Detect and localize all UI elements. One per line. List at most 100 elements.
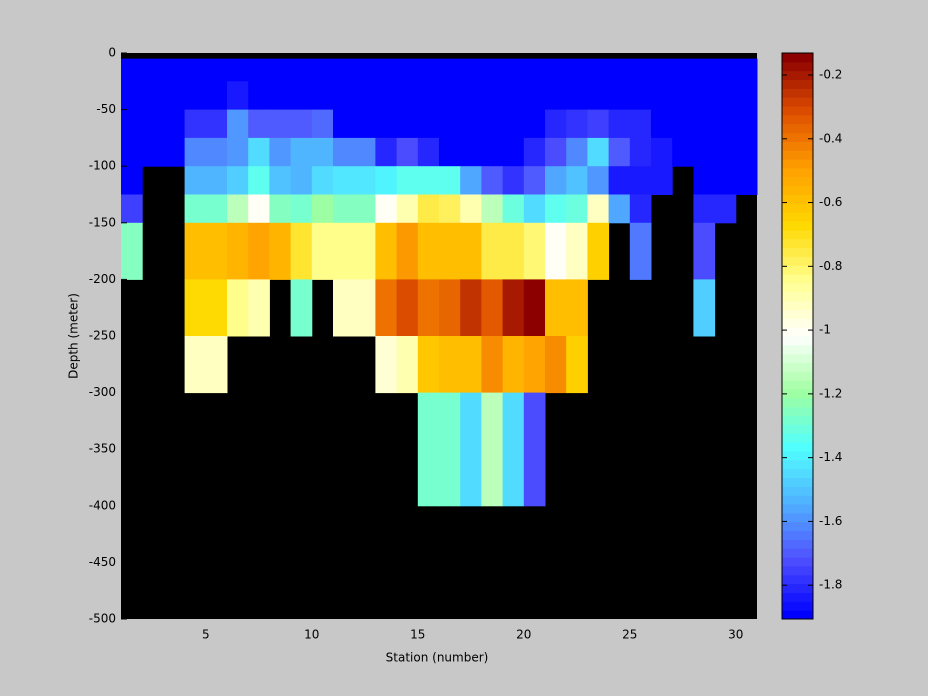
x-tick-label: 15 [410, 628, 425, 642]
y-tick-label: -400 [89, 498, 116, 512]
y-tick-label: -500 [89, 612, 116, 626]
heatmap-cell [523, 137, 546, 167]
heatmap-cell [545, 194, 567, 224]
heatmap-cell [184, 194, 207, 224]
colorbar-band [782, 442, 813, 452]
heatmap-cell [545, 81, 567, 111]
heatmap-cell [651, 81, 673, 111]
x-tick-label: 20 [516, 628, 531, 642]
heatmap-cell [184, 109, 207, 139]
heatmap-cell [354, 194, 376, 224]
heatmap-cell [163, 58, 186, 82]
heatmap-cell [311, 81, 334, 111]
heatmap-cell [311, 109, 334, 139]
heatmap-cell [714, 109, 737, 139]
colorbar-band [782, 450, 813, 461]
heatmap-cell [248, 279, 270, 337]
heatmap-cell [311, 194, 334, 224]
y-tick-label: -100 [89, 159, 116, 173]
heatmap-cell [205, 194, 228, 224]
heatmap-cell [439, 194, 461, 224]
colorbar-band [782, 486, 813, 496]
heatmap-cell [481, 279, 504, 337]
heatmap-cell [333, 222, 355, 280]
heatmap-cell [417, 279, 440, 337]
heatmap-cell [142, 109, 164, 139]
heatmap-cell [629, 166, 652, 195]
colorbar-band [782, 61, 813, 72]
heatmap-cell [651, 109, 673, 139]
heatmap-cell [269, 222, 292, 280]
heatmap-cell [375, 166, 398, 195]
heatmap-cell [693, 137, 716, 167]
colorbar-tick-label: -0.6 [819, 195, 842, 209]
heatmap-cell [545, 137, 567, 167]
heatmap-cell [629, 194, 652, 224]
heatmap-cell [227, 137, 249, 167]
colorbar-tick-label: -0.4 [819, 131, 842, 145]
colorbar-band [782, 79, 813, 89]
heatmap-cell [566, 336, 588, 394]
colorbar-band [782, 309, 813, 319]
heatmap-cell [545, 109, 567, 139]
heatmap-cell [269, 137, 292, 167]
colorbar-tick-label: -0.2 [819, 68, 842, 82]
heatmap-cell [587, 194, 610, 224]
y-tick-label: -200 [89, 272, 116, 286]
heatmap-cell [502, 137, 525, 167]
colorbar-band [782, 565, 813, 576]
heatmap-cell [205, 166, 228, 195]
colorbar-band [782, 459, 813, 470]
heatmap-cell [227, 58, 249, 82]
colorbar-band [782, 336, 813, 346]
heatmap-cell [545, 222, 567, 280]
heatmap-cell [587, 166, 610, 195]
heatmap-cell [481, 137, 504, 167]
heatmap-cell [248, 166, 270, 195]
heatmap-cell [311, 222, 334, 280]
colorbar-band [782, 221, 813, 231]
heatmap-cell [396, 81, 419, 111]
colorbar-band [782, 504, 813, 514]
colorbar-band [782, 229, 813, 240]
heatmap-cell [333, 166, 355, 195]
heatmap-cell [587, 222, 610, 280]
heatmap-cell [311, 166, 334, 195]
heatmap-cell [714, 166, 737, 195]
heatmap-cell [375, 109, 398, 139]
heatmap-cell [566, 137, 588, 167]
heatmap-cell [248, 58, 270, 82]
colorbar-band [782, 406, 813, 417]
colorbar-band [782, 238, 813, 249]
heatmap-cell [333, 194, 355, 224]
heatmap-cell [290, 137, 313, 167]
heatmap-cell [714, 58, 737, 82]
colorbar-band [782, 495, 813, 505]
heatmap-cell [417, 109, 440, 139]
heatmap-cell [714, 81, 737, 111]
heatmap-cell [735, 109, 758, 139]
heatmap-cell [481, 58, 504, 82]
x-tick-label: 25 [622, 628, 637, 642]
heatmap-cell [566, 194, 588, 224]
heatmap-cell [481, 222, 504, 280]
heatmap-cell [121, 194, 143, 224]
heatmap-cell [608, 81, 631, 111]
heatmap-cell [248, 81, 270, 111]
heatmap-cell [121, 81, 143, 111]
heatmap-cell [417, 166, 440, 195]
heatmap-cell [523, 392, 546, 507]
colorbar-band [782, 114, 813, 125]
heatmap-cell [417, 336, 440, 394]
heatmap-cell [523, 109, 546, 139]
colorbar-tick-label: -1.6 [819, 514, 842, 528]
colorbar-tick-label: -1.4 [819, 450, 842, 464]
colorbar-band [782, 282, 813, 293]
heatmap-cell [354, 222, 376, 280]
colorbar-band [782, 397, 813, 408]
heatmap-cell [417, 81, 440, 111]
colorbar-band [782, 574, 813, 585]
heatmap-cell [205, 137, 228, 167]
heatmap-cell [481, 194, 504, 224]
heatmap-cell [396, 109, 419, 139]
